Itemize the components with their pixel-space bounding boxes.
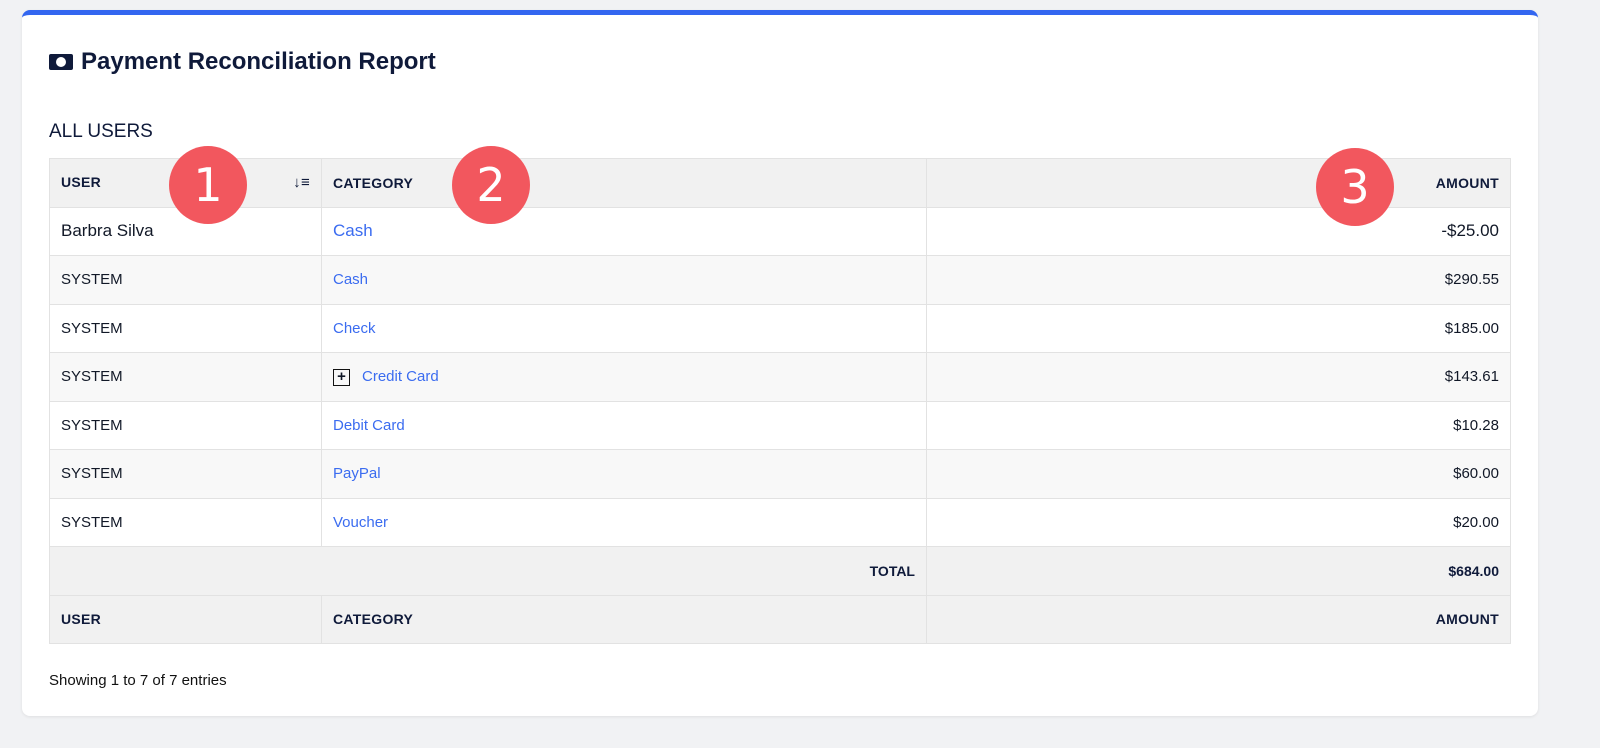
table-row: SYSTEM Cash $290.55	[49, 255, 1511, 305]
category-link[interactable]: Check	[333, 319, 376, 337]
amount-cell: -$25.00	[926, 206, 1511, 256]
category-cell: Check	[321, 303, 927, 353]
entries-info: Showing 1 to 7 of 7 entries	[49, 672, 227, 689]
amount-cell: $290.55	[926, 255, 1511, 305]
user-cell: SYSTEM	[49, 400, 322, 450]
user-cell: SYSTEM	[49, 255, 322, 305]
table-row: Barbra Silva Cash -$25.00	[49, 206, 1511, 256]
category-cell: Cash	[321, 206, 927, 256]
total-label: TOTAL	[49, 546, 927, 596]
user-cell: SYSTEM	[49, 303, 322, 353]
expand-icon[interactable]: +	[333, 368, 350, 386]
annotation-badge-1: 1	[169, 146, 247, 224]
user-cell: SYSTEM	[49, 449, 322, 499]
table-row: SYSTEM Debit Card $10.28	[49, 400, 1511, 450]
category-link[interactable]: Cash	[333, 221, 373, 241]
amount-cell: $143.61	[926, 352, 1511, 402]
table-row: SYSTEM Voucher $20.00	[49, 497, 1511, 547]
amount-cell: $60.00	[926, 449, 1511, 499]
total-row: TOTAL $684.00	[49, 546, 1511, 596]
title-text: Payment Reconciliation Report	[81, 48, 436, 75]
footer-header-user[interactable]: USER	[49, 594, 322, 644]
page-title: Payment Reconciliation Report	[49, 48, 436, 76]
total-amount: $684.00	[926, 546, 1511, 596]
category-link[interactable]: PayPal	[333, 465, 381, 483]
annotation-badge-3: 3	[1316, 148, 1394, 226]
sort-icon[interactable]: ↓≡	[293, 174, 310, 192]
category-link[interactable]: Credit Card	[362, 367, 439, 385]
amount-cell: $185.00	[926, 303, 1511, 353]
amount-cell: $10.28	[926, 400, 1511, 450]
category-link[interactable]: Cash	[333, 271, 369, 289]
user-cell: SYSTEM	[49, 352, 322, 402]
section-heading: ALL USERS	[49, 121, 153, 142]
payments-table: USER ↓≡ CATEGORY AMOUNT Barbra Silva Cash…	[49, 158, 1511, 644]
table-row: SYSTEM + Credit Card $143.61	[49, 352, 1511, 402]
category-cell: Cash	[321, 255, 927, 305]
header-amount[interactable]: AMOUNT	[926, 158, 1511, 208]
annotation-badge-2: 2	[452, 146, 530, 224]
category-cell: PayPal	[321, 449, 927, 499]
table-row: SYSTEM PayPal $60.00	[49, 449, 1511, 499]
table-row: SYSTEM Check $185.00	[49, 303, 1511, 353]
money-icon	[49, 54, 73, 70]
user-cell: SYSTEM	[49, 497, 322, 547]
footer-header-category[interactable]: CATEGORY	[321, 594, 927, 644]
category-link[interactable]: Debit Card	[333, 416, 405, 434]
category-link[interactable]: Voucher	[333, 513, 389, 531]
category-cell: + Credit Card	[321, 352, 927, 402]
header-category[interactable]: CATEGORY	[321, 158, 927, 208]
category-cell: Debit Card	[321, 400, 927, 450]
footer-header-amount[interactable]: AMOUNT	[926, 594, 1511, 644]
category-cell: Voucher	[321, 497, 927, 547]
report-card: Payment Reconciliation Report ALL USERS …	[22, 10, 1538, 716]
amount-cell: $20.00	[926, 497, 1511, 547]
